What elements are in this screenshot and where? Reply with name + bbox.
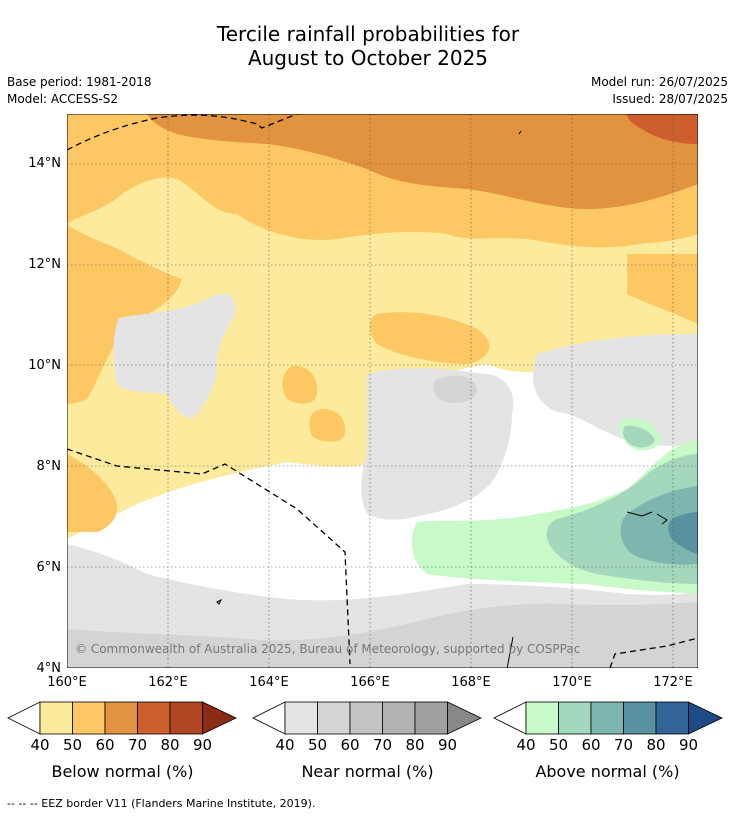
lat-label-12n: 12°N bbox=[28, 257, 61, 272]
cb-near-tick-60: 60 bbox=[340, 736, 360, 754]
colourbar-near-swatch-1 bbox=[317, 701, 351, 735]
lat-label-6n: 6°N bbox=[36, 560, 62, 575]
colourbar-near-swatch-4 bbox=[414, 701, 448, 735]
title-line-1: Tercile rainfall probabilities for bbox=[216, 22, 520, 46]
colourbar-above-swatch-0 bbox=[525, 701, 559, 735]
model-run: Model run: 26/07/2025 bbox=[590, 75, 728, 89]
lon-label-168e: 168°E bbox=[451, 675, 491, 690]
colourbars bbox=[7, 701, 723, 735]
below-60-region bbox=[147, 114, 698, 209]
below-70-region bbox=[627, 114, 698, 144]
cb-above-tick-70: 70 bbox=[613, 736, 634, 754]
meta-left: Base period: 1981-2018 Model: ACCESS-S2 bbox=[7, 74, 152, 108]
cb-above-tick-80: 80 bbox=[646, 736, 666, 754]
meta-right: Model run: 26/07/2025 Issued: 28/07/2025 bbox=[591, 74, 728, 108]
cb-below-tick-60: 60 bbox=[95, 736, 115, 754]
cb-near-tick-70: 70 bbox=[372, 736, 393, 754]
below-50-west bbox=[67, 224, 182, 404]
colourbar-above-swatch-3 bbox=[623, 701, 657, 735]
cb-below-tick-50: 50 bbox=[62, 736, 83, 754]
legend-title-below: Below normal (%) bbox=[51, 762, 194, 781]
rainfall-map: © Commonwealth of Australia 2025, Bureau… bbox=[67, 114, 698, 668]
lon-label-160e: 160°E bbox=[47, 675, 87, 690]
colourbar-above bbox=[493, 701, 723, 735]
cb-above-tick-50: 50 bbox=[548, 736, 569, 754]
cb-below-tick-70: 70 bbox=[127, 736, 148, 754]
colourbar-below-swatch-2 bbox=[104, 701, 138, 735]
colourbar-near-swatch-3 bbox=[382, 701, 416, 735]
lon-label-162e: 162°E bbox=[148, 675, 188, 690]
title-line-2: August to October 2025 bbox=[247, 46, 489, 70]
model-name: Model: ACCESS-S2 bbox=[7, 92, 119, 106]
copyright-notice: © Commonwealth of Australia 2025, Bureau… bbox=[75, 642, 580, 656]
lon-label-170e: 170°E bbox=[552, 675, 592, 690]
colourbar-near-swatch-5 bbox=[447, 701, 482, 735]
colourbar-below bbox=[7, 701, 237, 735]
colourbar-below-swatch-4 bbox=[169, 701, 203, 735]
colourbar-below-swatch-3 bbox=[137, 701, 171, 735]
legend-title-above: Above normal (%) bbox=[535, 762, 680, 781]
below-50-patch-2 bbox=[309, 409, 346, 442]
colourbar-above-swatch-1 bbox=[558, 701, 592, 735]
cb-above-tick-60: 60 bbox=[581, 736, 601, 754]
colourbar-near-swatch-0 bbox=[284, 701, 318, 735]
cb-below-tick-80: 80 bbox=[160, 736, 180, 754]
near-50-south bbox=[67, 602, 698, 668]
eez-footnote: -- -- -- EEZ border V11 (Flanders Marine… bbox=[7, 797, 316, 810]
near-50-patch bbox=[433, 375, 477, 404]
below-50-sw bbox=[67, 454, 118, 532]
islands bbox=[216, 130, 668, 668]
cb-near-tick-50: 50 bbox=[307, 736, 328, 754]
above-60-region bbox=[620, 486, 698, 565]
eez-border bbox=[67, 114, 698, 668]
cb-below-tick-90: 90 bbox=[192, 736, 213, 754]
colourbar-above-swatch-2 bbox=[590, 701, 624, 735]
colourbar-above-swatch-4 bbox=[655, 701, 689, 735]
graticule bbox=[67, 114, 698, 668]
near-40-central bbox=[361, 368, 514, 520]
below-50-east bbox=[627, 254, 698, 324]
above-70-region bbox=[668, 512, 698, 554]
colourbar-below-swatch-0 bbox=[39, 701, 73, 735]
lat-label-8n: 8°N bbox=[36, 459, 62, 474]
lat-label-10n: 10°N bbox=[28, 358, 61, 373]
below-50-patch-1 bbox=[282, 365, 318, 404]
lon-label-166e: 166°E bbox=[350, 675, 390, 690]
lon-label-164e: 164°E bbox=[249, 675, 289, 690]
lat-label-4n: 4°N bbox=[36, 661, 62, 676]
issued-date: Issued: 28/07/2025 bbox=[612, 92, 728, 106]
below-50-patch-3 bbox=[369, 312, 490, 364]
base-period: Base period: 1981-2018 bbox=[7, 75, 152, 89]
cb-below-tick-40: 40 bbox=[30, 736, 50, 754]
legend-title-near: Near normal (%) bbox=[301, 762, 434, 781]
above-50-east bbox=[622, 425, 655, 448]
colourbar-above-swatch-5 bbox=[688, 701, 723, 735]
colourbar-near bbox=[252, 701, 482, 735]
lat-label-14n: 14°N bbox=[28, 156, 61, 171]
colourbar-below-swatch-1 bbox=[72, 701, 106, 735]
near-40-east-region bbox=[533, 334, 698, 446]
map-title: Tercile rainfall probabilities for Augus… bbox=[0, 22, 736, 70]
lon-label-172e: 172°E bbox=[653, 675, 693, 690]
cb-above-tick-40: 40 bbox=[516, 736, 536, 754]
cb-near-tick-80: 80 bbox=[405, 736, 425, 754]
cb-near-tick-40: 40 bbox=[275, 736, 295, 754]
colourbar-below-swatch-5 bbox=[202, 701, 237, 735]
cb-near-tick-90: 90 bbox=[437, 736, 458, 754]
near-40-west bbox=[113, 294, 236, 419]
cb-above-tick-90: 90 bbox=[678, 736, 699, 754]
colourbar-near-swatch-2 bbox=[349, 701, 383, 735]
